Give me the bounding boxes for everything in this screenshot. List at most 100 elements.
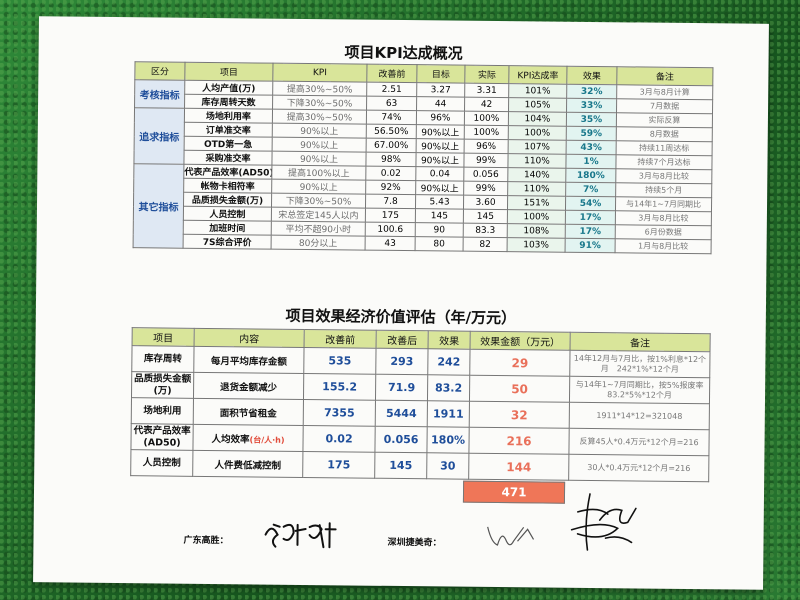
kpi-actual-cell: 3.60 xyxy=(463,195,508,210)
kpi-kpi-cell: 提高30%~50% xyxy=(272,81,367,97)
kpi-before-cell: 56.50% xyxy=(366,124,417,139)
value-content-text: 每月平均库存金额 xyxy=(210,355,287,368)
value-header-cell: 改善后 xyxy=(376,330,429,349)
kpi-item-cell: 人均产值(万) xyxy=(184,80,273,96)
kpi-effect-cell: 33% xyxy=(566,98,617,113)
value-effect-cell: 30 xyxy=(426,452,469,480)
kpi-kpi-cell: 提高100%以上 xyxy=(271,165,366,181)
kpi-before-cell: 63 xyxy=(366,96,417,111)
value-item-cell: 人员控制 xyxy=(130,449,193,477)
value-content-cell: 人均效率(台/人·h) xyxy=(192,424,304,452)
value-header-cell: 项目 xyxy=(132,327,195,347)
document-sheet: 项目KPI达成概况 区分 项目 KPI 改善前 目标 实际 KPI达成率 效果 … xyxy=(33,16,769,590)
kpi-target-cell: 90%以上 xyxy=(416,138,465,154)
kpi-item-cell: 订单准交率 xyxy=(184,122,273,138)
value-amount-cell: 29 xyxy=(469,349,571,377)
kpi-rate-cell: 140% xyxy=(507,167,566,183)
kpi-effect-cell: 54% xyxy=(565,196,616,211)
kpi-note-cell: 持续11周达标 xyxy=(616,140,713,156)
kpi-item-cell: 加班时间 xyxy=(183,220,272,236)
kpi-target-cell: 145 xyxy=(415,208,464,224)
kpi-target-cell: 96% xyxy=(416,110,465,126)
kpi-effect-cell: 43% xyxy=(566,140,617,155)
kpi-before-cell: 98% xyxy=(365,152,417,167)
value-item-cell: 代表产品效率(AD50) xyxy=(130,423,194,451)
kpi-note-cell: 1月与8月比较 xyxy=(615,238,712,254)
kpi-header-cell: KPI xyxy=(272,63,367,83)
value-note-cell: 14年12月与7月比，按1%利息*12个月 242*1%*12个月 xyxy=(569,350,711,378)
kpi-zone-cell: 追求指标 xyxy=(133,107,185,165)
value-effect-cell: 83.2 xyxy=(427,374,470,402)
value-before-cell: 535 xyxy=(303,347,377,375)
kpi-actual-cell: 42 xyxy=(464,97,509,112)
signature-label-left: 广东高胜： xyxy=(183,535,229,547)
value-note-cell: 1911*14*12=321048 xyxy=(569,402,710,430)
value-content-text: 人件费低减控制 xyxy=(214,459,282,472)
total-amount: 471 xyxy=(462,480,566,504)
value-after-cell: 293 xyxy=(375,348,429,375)
kpi-target-cell: 90 xyxy=(415,222,464,238)
kpi-rate-cell: 100% xyxy=(507,209,566,225)
kpi-target-cell: 80 xyxy=(415,236,464,252)
kpi-before-cell: 100.6 xyxy=(365,222,416,237)
kpi-actual-cell: 3.31 xyxy=(464,83,509,98)
value-item-cell: 品质损失金额(万) xyxy=(131,371,194,399)
kpi-actual-cell: 145 xyxy=(463,209,508,224)
kpi-item-cell: 7S综合评价 xyxy=(183,234,272,250)
kpi-kpi-cell: 下降30%~50% xyxy=(272,95,367,111)
kpi-header-cell: 目标 xyxy=(416,64,465,84)
kpi-header-cell: 项目 xyxy=(184,62,274,82)
kpi-before-cell: 67.00% xyxy=(366,138,417,153)
kpi-kpi-cell: 平均不超90小时 xyxy=(271,221,366,237)
kpi-zone-cell: 其它指标 xyxy=(133,163,184,249)
kpi-note-cell: 8月数据 xyxy=(616,126,713,142)
kpi-before-cell: 175 xyxy=(365,208,416,223)
value-table: 项目 内容 改善前 改善后 效果 效果金额（万元） 备注 库存周转 每月平均库存金… xyxy=(130,327,711,482)
kpi-rate-cell: 107% xyxy=(508,139,567,155)
signature-label-right: 深圳捷美奇： xyxy=(387,537,442,549)
value-content-unit: (台/人·h) xyxy=(249,434,285,445)
value-content-cell: 每月平均库存金额 xyxy=(193,346,305,374)
kpi-actual-cell: 82 xyxy=(463,237,508,252)
kpi-rate-cell: 104% xyxy=(508,111,567,127)
value-before-cell: 175 xyxy=(302,451,375,479)
value-note-cell: 与14年1~7月同期比，按5%报废率83.2*5%*12个月 xyxy=(569,376,710,404)
value-item-cell: 库存周转 xyxy=(131,345,195,373)
kpi-item-cell: OTD第一急 xyxy=(184,136,273,152)
value-row: 人员控制 人件费低减控制 175 145 30 144 30人*0.4万元*12个月=216 xyxy=(130,449,709,482)
kpi-item-cell: 品质损失金额(万) xyxy=(183,192,272,208)
kpi-actual-cell: 99% xyxy=(463,181,508,196)
kpi-kpi-cell: 下降30%~50% xyxy=(271,193,366,209)
kpi-kpi-cell: 提高30%~50% xyxy=(272,109,367,125)
kpi-note-cell: 与14年1~7月同期比 xyxy=(615,196,712,212)
kpi-rate-cell: 151% xyxy=(507,195,566,211)
kpi-effect-cell: 91% xyxy=(565,238,616,253)
value-after-cell: 5444 xyxy=(375,400,428,427)
kpi-target-cell: 90%以上 xyxy=(415,152,465,168)
kpi-rate-cell: 108% xyxy=(507,223,566,239)
kpi-item-cell: 帐物卡相符率 xyxy=(183,178,272,194)
kpi-actual-cell: 99% xyxy=(463,153,509,168)
kpi-actual-cell: 0.056 xyxy=(463,167,508,182)
value-after-cell: 0.056 xyxy=(374,426,428,453)
kpi-item-cell: 场地利用率 xyxy=(184,108,273,124)
kpi-kpi-cell: 80分以上 xyxy=(271,235,366,251)
value-after-cell: 145 xyxy=(374,452,427,479)
kpi-effect-cell: 1% xyxy=(565,154,617,169)
kpi-header-cell: 改善前 xyxy=(366,64,417,83)
kpi-header-cell: 实际 xyxy=(464,65,509,84)
kpi-zone-cell: 考核指标 xyxy=(134,79,185,109)
kpi-before-cell: 0.02 xyxy=(365,166,416,181)
signature-left xyxy=(39,16,769,549)
kpi-note-cell: 实际反算 xyxy=(616,112,713,128)
value-header-cell: 内容 xyxy=(194,328,305,348)
kpi-before-cell: 74% xyxy=(366,110,417,125)
value-before-cell: 155.2 xyxy=(303,373,376,401)
value-amount-cell: 50 xyxy=(469,375,570,403)
kpi-effect-cell: 17% xyxy=(565,224,616,239)
kpi-before-cell: 92% xyxy=(365,180,416,195)
kpi-item-cell: 代表产品效率(AD50) xyxy=(183,164,272,180)
kpi-item-cell: 库存周转天数 xyxy=(184,94,273,110)
kpi-target-cell: 0.04 xyxy=(415,166,464,182)
value-content-text: 退货金额减少 xyxy=(220,381,278,394)
